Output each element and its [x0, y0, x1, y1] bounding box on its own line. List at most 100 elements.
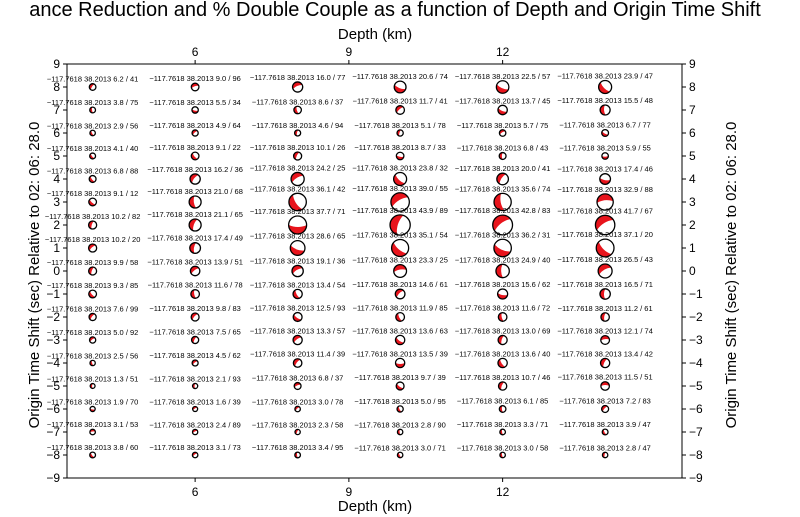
point-label: −117.7618 38.2013 1.3 / 51 — [47, 375, 138, 384]
beachball-outline — [395, 381, 405, 391]
point-label: −117.7618 38.2013 23.3 / 25 — [352, 256, 448, 265]
focal-mechanism-glyph — [394, 334, 406, 346]
point-label: −117.7618 38.2013 23.8 / 32 — [352, 164, 448, 173]
focal-mechanism-glyph — [87, 243, 98, 253]
beachball-outline — [499, 428, 507, 436]
beachball-outline — [87, 220, 98, 230]
y-tick-label-right: −8 — [689, 448, 703, 462]
y-tick-label-right: 0 — [689, 264, 696, 278]
focal-mechanism-glyph — [396, 428, 404, 436]
beachball-compressional — [88, 243, 96, 251]
beachball-compressional — [191, 83, 199, 89]
point-label: −117.7618 38.2013 1.6 / 39 — [149, 398, 240, 407]
beachball-outline — [88, 197, 98, 207]
point-label: −117.7618 38.2013 13.4 / 42 — [557, 349, 653, 358]
beachball-outline — [601, 428, 609, 436]
point-label: −117.7618 38.2013 5.5 / 34 — [149, 98, 240, 107]
beachball-compressional — [495, 264, 503, 278]
focal-mechanism-glyph — [189, 173, 201, 185]
point-label: −117.7618 38.2013 20.6 / 74 — [352, 72, 448, 81]
beachball-outline — [600, 334, 611, 346]
focal-mechanism-glyph — [292, 358, 303, 368]
x-tick-label-top: 12 — [496, 45, 510, 59]
focal-mechanism-glyph — [499, 451, 507, 459]
point-label: −117.7618 38.2013 19.1 / 36 — [250, 256, 346, 265]
point-label: −117.7618 38.2013 9.0 / 96 — [149, 74, 240, 83]
focal-mechanism-glyph — [191, 382, 199, 390]
focal-mechanism-glyph — [497, 381, 508, 391]
beachball-outline — [499, 451, 507, 459]
focal-mechanism-glyph — [89, 382, 96, 390]
point-label: −117.7618 38.2013 6.2 / 41 — [47, 75, 138, 84]
focal-mechanism-glyph — [599, 104, 611, 116]
point-label: −117.7618 38.2013 2.1 / 93 — [149, 374, 240, 383]
y-tick-label-right: −5 — [689, 379, 703, 393]
y-tick-label-left: 1 — [53, 241, 60, 255]
beachball-outline — [191, 405, 199, 413]
point-label: −117.7618 38.2013 3.1 / 53 — [47, 420, 138, 429]
point-label: −117.7618 38.2013 28.6 / 65 — [250, 232, 346, 241]
y-axis-label-left: Origin Time Shift (sec) Relative to 02: … — [26, 122, 43, 429]
point-label: −117.7618 38.2013 2.4 / 89 — [149, 420, 240, 429]
point-label: −117.7618 38.2013 17.4 / 46 — [557, 165, 653, 174]
beachball-outline — [190, 82, 200, 92]
focal-mechanism-glyph — [395, 312, 406, 322]
point-label: −117.7618 38.2013 5.0 / 92 — [47, 328, 138, 337]
point-label: −117.7618 38.2013 7.6 / 99 — [47, 304, 138, 313]
beachball-compressional — [89, 176, 95, 183]
beachball-compressional — [599, 177, 611, 185]
focal-mechanism-glyph — [191, 359, 199, 367]
point-label: −117.7618 38.2013 3.0 / 71 — [354, 443, 445, 452]
beachball-compressional — [498, 312, 504, 322]
beachball-outline — [89, 451, 97, 459]
point-label: −117.7618 38.2013 11.9 / 85 — [353, 304, 448, 313]
x-tick-label-top: 6 — [192, 45, 199, 59]
beachball-compressional — [189, 196, 196, 208]
focal-mechanism-glyph — [294, 428, 301, 436]
focal-mechanism-glyph — [396, 405, 404, 413]
beachball-compressional — [293, 314, 302, 322]
beachball-outline — [89, 106, 97, 114]
beachball-compressional — [290, 245, 305, 256]
beachball-outline — [393, 80, 407, 94]
beachball-compressional — [497, 108, 507, 115]
beachball-compressional — [191, 336, 197, 344]
point-label: −117.7618 38.2013 11.6 / 78 — [148, 281, 243, 290]
focal-mechanism-glyph — [287, 215, 308, 235]
point-label: −117.7618 38.2013 42.8 / 83 — [455, 206, 551, 215]
point-label: −117.7618 38.2013 39.0 / 55 — [352, 184, 448, 193]
point-label: −117.7618 38.2013 43.9 / 89 — [352, 206, 448, 215]
point-label: −117.7618 38.2013 5.1 / 78 — [354, 121, 445, 130]
focal-mechanism-glyph — [390, 238, 410, 258]
beachball-compressional — [601, 131, 609, 137]
beachball-outline — [492, 214, 514, 236]
point-label: −117.7618 38.2013 6.8 / 43 — [457, 144, 548, 153]
beachball-compressional — [293, 289, 300, 299]
beachball-outline — [497, 334, 508, 346]
focal-mechanism-glyph — [293, 129, 302, 137]
beachball-compressional — [191, 153, 198, 160]
point-label: −117.7618 38.2013 3.3 / 71 — [457, 420, 548, 429]
point-label: −117.7618 38.2013 13.0 / 69 — [455, 326, 551, 335]
beachball-compressional — [190, 173, 199, 183]
focal-mechanism-glyph — [294, 405, 302, 413]
beachball-outline — [188, 195, 202, 209]
y-tick-label-right: 8 — [689, 80, 696, 94]
beachball-outline — [594, 214, 616, 236]
point-label: −117.7618 38.2013 24.9 / 40 — [455, 255, 551, 264]
y-tick-label-left: 3 — [53, 195, 60, 209]
beachball-compressional — [494, 193, 505, 211]
point-label: −117.7618 38.2013 14.6 / 61 — [352, 280, 448, 289]
focal-mechanism-glyph — [191, 428, 199, 436]
point-label: −117.7618 38.2013 4.6 / 94 — [252, 121, 343, 130]
focal-mechanism-glyph — [190, 82, 200, 92]
beachball-outline — [493, 238, 512, 258]
point-label: −117.7618 38.2013 9.1 / 12 — [47, 189, 138, 198]
beachball-compressional — [497, 359, 506, 368]
beachball-outline — [190, 312, 200, 322]
beachball-outline — [189, 242, 202, 254]
y-tick-label-left: 8 — [53, 80, 60, 94]
beachball-compressional — [601, 405, 608, 412]
focal-mechanism-glyph — [392, 171, 408, 187]
beachball-compressional — [598, 264, 612, 275]
